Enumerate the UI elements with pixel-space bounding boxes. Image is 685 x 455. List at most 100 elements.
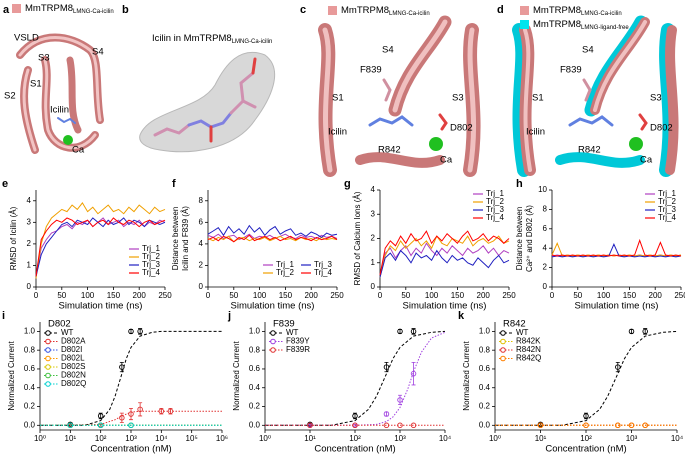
panel-label: a xyxy=(3,4,10,16)
data-point xyxy=(383,422,390,429)
data-point xyxy=(128,328,134,335)
y-tick-label: 0 xyxy=(371,282,376,291)
panel-label: h xyxy=(516,178,523,190)
text-sub: LMNG-Ca-icilin xyxy=(389,11,430,17)
legend-label: D802N xyxy=(61,371,86,380)
x-axis-label: Simulation time (ns) xyxy=(403,301,487,312)
data-point xyxy=(410,328,417,335)
legend-marker xyxy=(45,364,51,370)
data-point xyxy=(615,422,621,429)
legend-label: Trj_4 xyxy=(142,268,160,277)
legend-label: WT xyxy=(61,328,74,337)
text-main: MmTRPM8 xyxy=(533,19,581,30)
y-tick-label: 0.8 xyxy=(249,345,261,354)
panel-label: f xyxy=(172,178,176,190)
x-tick-label: 0 xyxy=(206,291,211,300)
y-tick-label: 1.0 xyxy=(479,327,491,336)
legend-label: D802A xyxy=(61,337,86,346)
legend-label: Trj_2 xyxy=(142,252,160,261)
trace xyxy=(35,217,166,277)
trace xyxy=(35,217,166,277)
legend-marker xyxy=(270,347,276,353)
structure-label: R842 xyxy=(378,145,401,156)
legend-marker xyxy=(45,347,51,353)
text-main: MmTRPM8 xyxy=(533,5,581,16)
x-tick-label: 10⁰ xyxy=(489,434,501,443)
y-tick-label: 0.4 xyxy=(249,383,261,392)
trace xyxy=(379,249,510,278)
structure-label: S4 xyxy=(382,45,394,56)
data-point xyxy=(397,397,403,403)
y-tick-label: 0 xyxy=(199,282,204,291)
legend-marker xyxy=(45,338,51,345)
trace xyxy=(551,238,682,257)
x-tick-label: 150 xyxy=(623,291,637,300)
legend-label: Trj_1 xyxy=(658,189,676,198)
data-point xyxy=(137,328,143,335)
y-tick-label: 8 xyxy=(543,205,548,214)
x-tick-label: 10² xyxy=(95,434,107,443)
x-tick-label: 50 xyxy=(57,291,66,300)
text-sub: LMNG-ligand-free xyxy=(581,25,629,31)
structure-label: F839 xyxy=(560,65,582,76)
trace xyxy=(35,202,166,279)
text-sub: LMNG-Ca-icilin xyxy=(581,11,622,17)
structure-label: S3 xyxy=(650,93,662,104)
data-point xyxy=(583,413,589,419)
panel-label: g xyxy=(344,178,351,190)
legend-marker xyxy=(270,330,276,336)
legend-label: WT xyxy=(286,328,299,337)
y-tick-label: 3 xyxy=(27,217,32,226)
panel-label: c xyxy=(300,4,306,16)
legend-label: R842N xyxy=(516,345,541,354)
data-point xyxy=(628,328,635,335)
y-tick-label: 0.2 xyxy=(24,402,36,411)
trace xyxy=(379,235,510,278)
structure-d xyxy=(512,15,679,177)
y-tick-label: 0 xyxy=(543,282,548,291)
legend-label: Trj_1 xyxy=(142,244,160,253)
x-tick-label: 200 xyxy=(477,291,491,300)
y-tick-label: 0.8 xyxy=(479,345,491,354)
legend-swatch xyxy=(520,20,529,29)
legend-marker xyxy=(45,330,51,336)
x-tick-label: 250 xyxy=(330,291,344,300)
y-axis-label: RMSD of Icilin (Å) xyxy=(9,206,18,270)
structure-label: R842 xyxy=(578,145,601,156)
data-point xyxy=(352,422,358,429)
structure-a xyxy=(16,33,104,154)
y-axis-label: Ca²⁺ and D802 (Å) xyxy=(525,205,534,272)
legend-label: Trj_4 xyxy=(314,268,332,277)
structure-label: S4 xyxy=(92,47,104,58)
legend-marker xyxy=(45,372,51,379)
text-sub: LMNG-Ca-icilin xyxy=(232,39,273,45)
x-tick-label: 0 xyxy=(378,291,383,300)
y-tick-label: 2 xyxy=(27,239,32,248)
legend-marker xyxy=(45,381,51,387)
data-point xyxy=(397,328,403,335)
legend-label: F839Y xyxy=(286,337,310,346)
x-tick-label: 200 xyxy=(305,291,319,300)
y-tick-label: 1.0 xyxy=(249,327,261,336)
legend-label: Trj_1 xyxy=(276,260,294,269)
data-point xyxy=(119,364,125,370)
y-axis-label: Icilin and F839 (Å) xyxy=(181,206,190,271)
legend-label: R842Q xyxy=(516,354,541,363)
x-tick-label: 10² xyxy=(349,434,361,443)
x-tick-label: 0 xyxy=(550,291,555,300)
y-tick-label: 2 xyxy=(371,234,376,243)
error-bar xyxy=(119,361,124,373)
legend-label: MmTRPM8LMNG-ligand-free xyxy=(533,19,629,31)
y-axis-label: Distance between xyxy=(515,207,524,271)
structure-label: S3 xyxy=(38,53,50,64)
structure-b xyxy=(139,51,275,153)
y-tick-label: 3 xyxy=(371,209,376,218)
x-tick-label: 10¹ xyxy=(304,434,316,443)
text-main: MmTRPM8 xyxy=(25,3,73,14)
legend-marker xyxy=(500,347,506,353)
y-tick-label: 0.2 xyxy=(249,402,261,411)
legend-title: R842 xyxy=(503,319,526,330)
legend-swatch xyxy=(328,6,337,15)
x-tick-label: 50 xyxy=(229,291,238,300)
data-point xyxy=(642,328,648,335)
